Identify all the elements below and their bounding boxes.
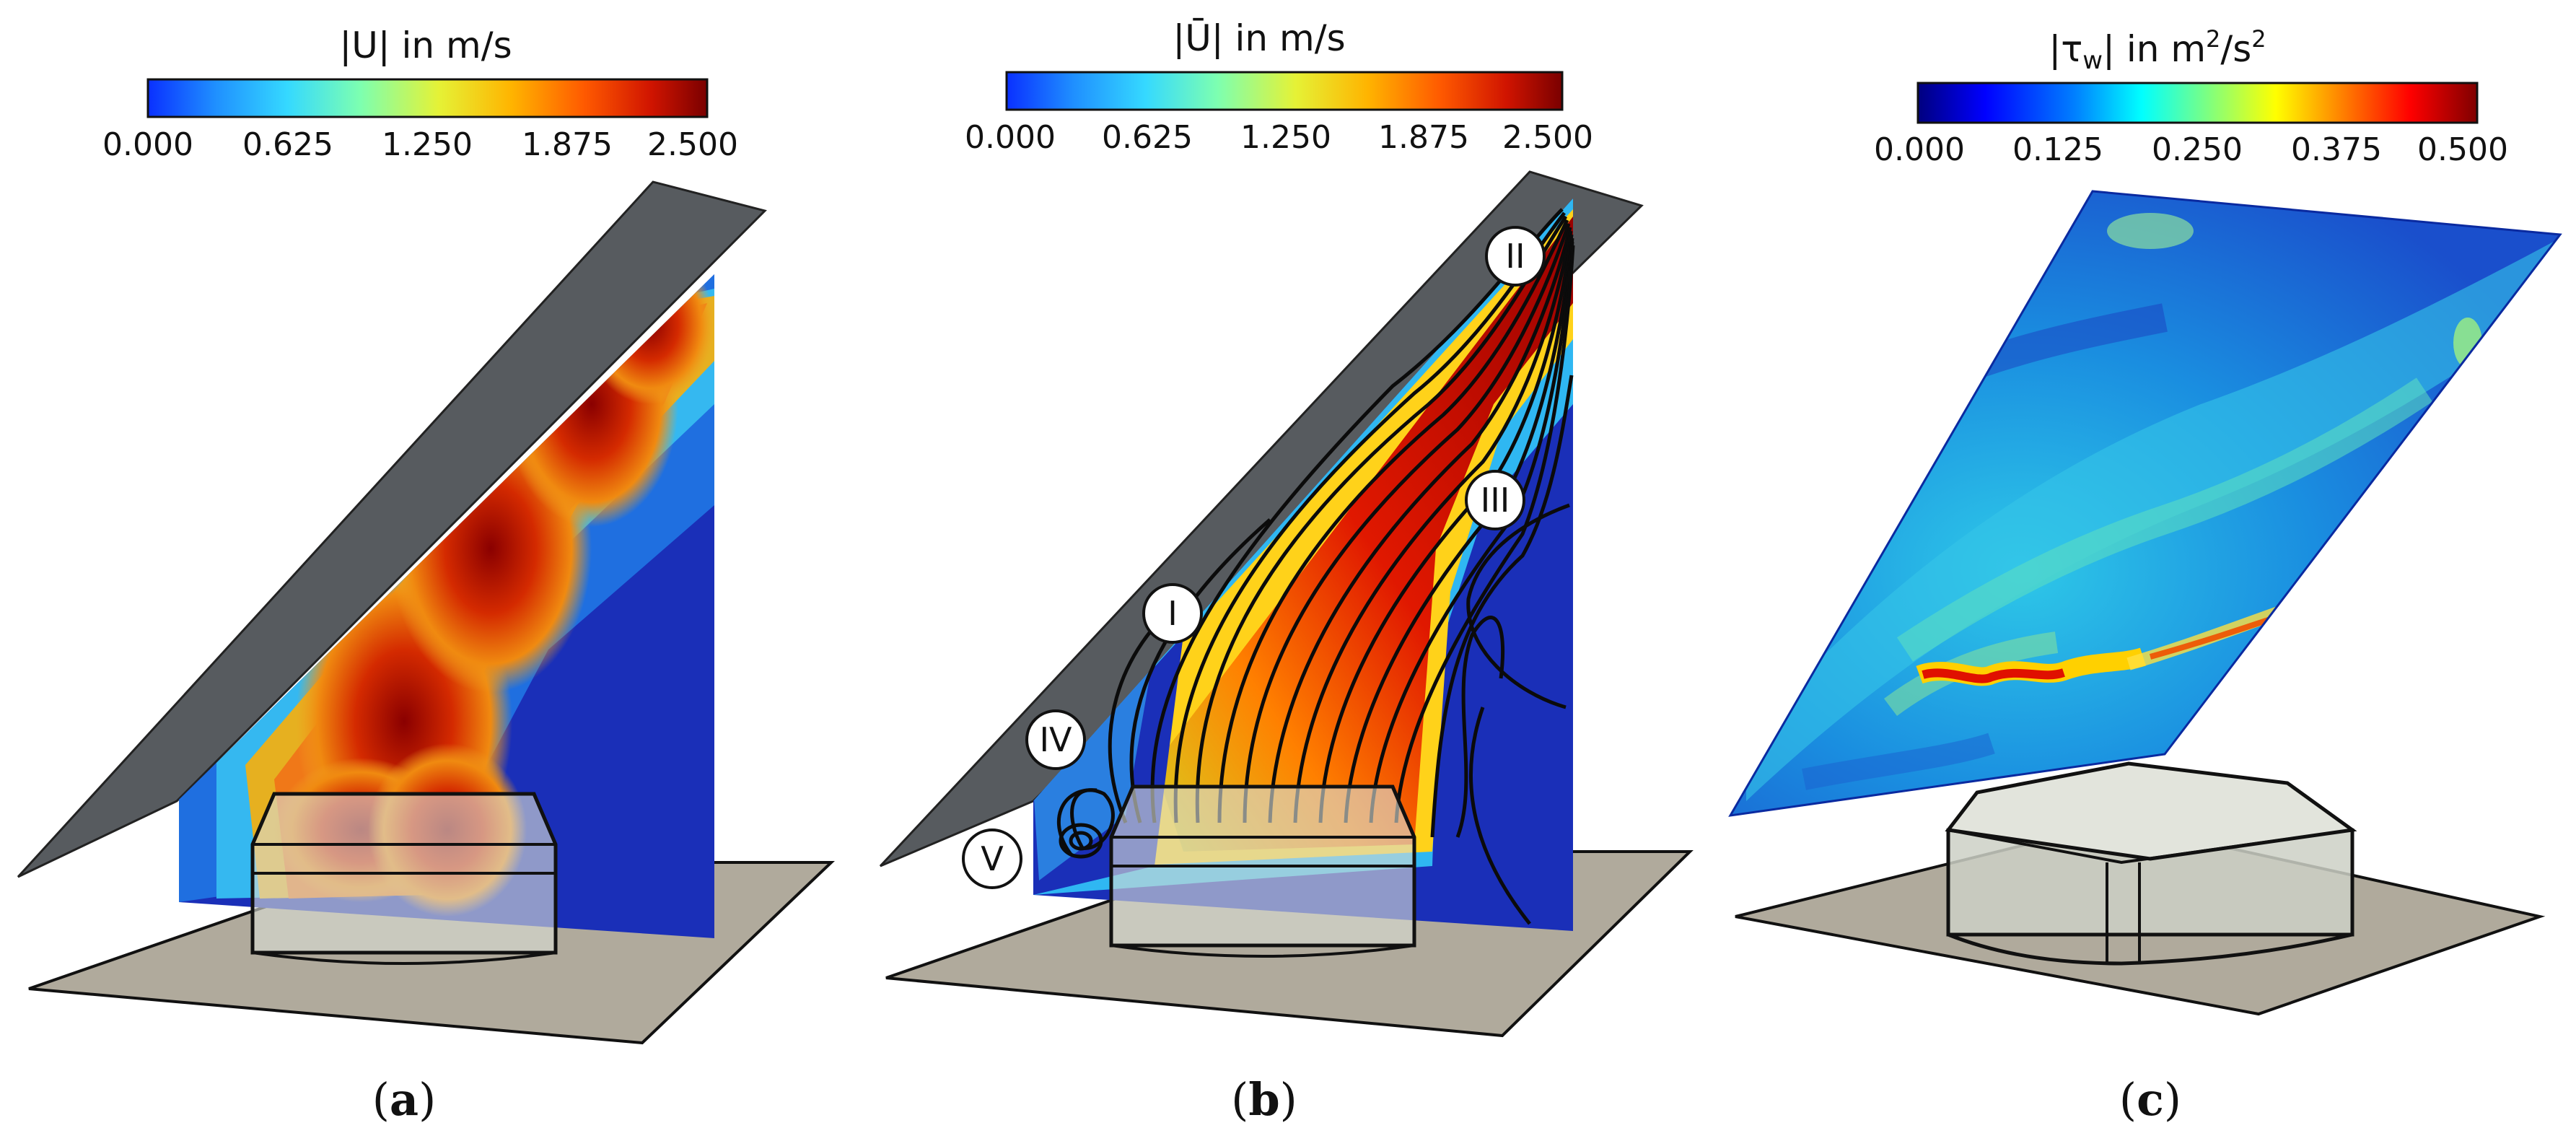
svg-text:IV: IV [1039, 720, 1072, 759]
region-label-II: II [1485, 226, 1546, 287]
panel-c: |τw| in m2/s2 0.000 0.125 0.250 0.375 0.… [1728, 25, 2562, 1126]
colorbar-gradient-c [1916, 82, 2479, 124]
region-label-V: V [962, 829, 1022, 889]
colorbar-title-c: |τw| in m2/s2 [2049, 25, 2266, 75]
tick-c-4: 0.500 [2417, 131, 2508, 168]
tick-a-3: 1.875 [522, 126, 613, 163]
tick-a-0: 0.000 [102, 126, 193, 163]
svg-text:V: V [981, 839, 1004, 878]
plate-outline-c [1728, 190, 2562, 817]
svg-text:II: II [1505, 237, 1525, 276]
colorbar-title-a: |U| in m/s [339, 25, 512, 66]
svg-text:III: III [1481, 481, 1510, 520]
region-label-III: III [1465, 470, 1525, 530]
colorbar-gradient-a [146, 78, 709, 118]
tick-c-0: 0.000 [1874, 131, 1965, 168]
colorbar-title-b: |Ū| in m/s [1173, 17, 1345, 59]
region-label-IV: IV [1025, 709, 1086, 770]
building-a [250, 792, 558, 965]
tick-a-1: 0.625 [242, 126, 333, 163]
colorbar-c: |τw| in m2/s2 0.000 0.125 0.250 0.375 0.… [1874, 25, 2508, 168]
caption-b: (b) [1231, 1073, 1297, 1126]
colorbar-a: |U| in m/s 0.000 0.625 1.250 1.875 2.500 [102, 25, 738, 163]
caption-c: (c) [2119, 1073, 2181, 1126]
tick-a-2: 1.250 [382, 126, 473, 163]
building-c [1945, 761, 2357, 966]
tick-c-2: 0.250 [2152, 131, 2243, 168]
tick-c-1: 0.125 [2012, 131, 2103, 168]
tick-b-2: 1.250 [1240, 119, 1331, 156]
panel-b: |Ū| in m/s 0.000 0.625 1.250 1.875 2.500 [879, 17, 1694, 1126]
colorbar-b: |Ū| in m/s 0.000 0.625 1.250 1.875 2.500 [965, 17, 1593, 156]
wall-shear-plate-c [1730, 191, 2560, 816]
tick-c-3: 0.375 [2291, 131, 2382, 168]
caption-a: (a) [372, 1073, 437, 1126]
building-b [1109, 784, 1416, 958]
svg-text:I: I [1167, 594, 1178, 633]
tick-a-4: 2.500 [647, 126, 738, 163]
tick-b-4: 2.500 [1502, 119, 1593, 156]
colorbar-gradient-b [1005, 71, 1564, 111]
region-label-I: I [1142, 583, 1203, 644]
tick-b-3: 1.875 [1378, 119, 1469, 156]
panel-a: |U| in m/s 0.000 0.625 1.250 1.875 2.500 [17, 25, 835, 1126]
region-labels-b: I II III IV V [962, 226, 1546, 889]
tick-b-0: 0.000 [965, 119, 1056, 156]
inclined-plate-a [17, 180, 767, 878]
tick-b-1: 0.625 [1102, 119, 1193, 156]
